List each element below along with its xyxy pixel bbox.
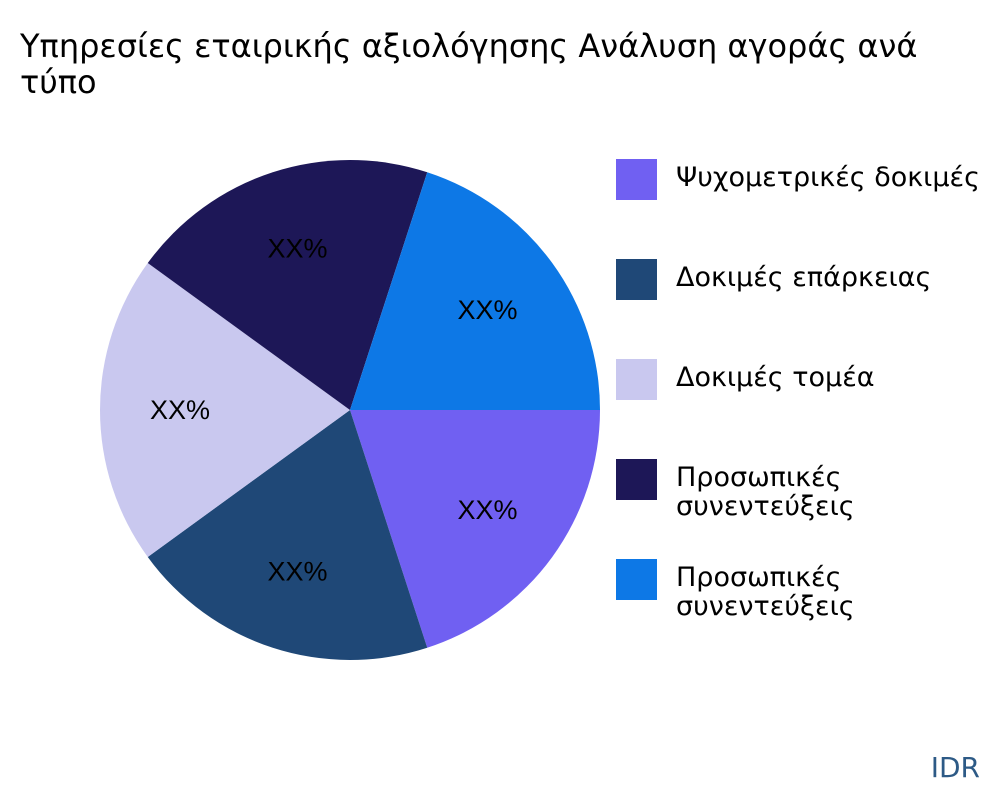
legend-item: Προσωπικές συνεντεύξεις	[616, 459, 1000, 559]
slice-label: XX%	[267, 557, 327, 587]
pie-slice	[350, 410, 600, 648]
slice-label: XX%	[457, 495, 517, 525]
legend-item: Ψυχομετρικές δοκιμές	[616, 159, 1000, 259]
pie-slice	[100, 263, 350, 557]
chart-title: Υπηρεσίες εταιρικής αξιολόγησης Ανάλυση …	[20, 27, 918, 101]
legend-label: Ψυχομετρικές δοκιμές	[676, 162, 980, 193]
pie-slice	[147, 410, 428, 660]
legend: Ψυχομετρικές δοκιμές Δοκιμές επάρκειας Δοκ…	[616, 159, 1000, 659]
legend-item: Προσωπικές συνεντεύξεις	[616, 559, 1000, 659]
legend-swatch	[616, 559, 657, 600]
legend-swatch	[616, 459, 657, 500]
legend-swatch	[616, 359, 657, 400]
pie-slice	[350, 172, 600, 410]
slice-label: XX%	[457, 295, 517, 325]
legend-label: Δοκιμές τομέα	[676, 362, 875, 393]
legend-swatch	[616, 259, 657, 300]
legend-label: Δοκιμές επάρκειας	[676, 262, 932, 293]
pie-slice	[147, 160, 428, 410]
slice-label: XX%	[150, 395, 210, 425]
legend-item: Δοκιμές επάρκειας	[616, 259, 1000, 359]
legend-item: Δοκιμές τομέα	[616, 359, 1000, 459]
legend-label: Προσωπικές συνεντεύξεις	[676, 462, 855, 522]
brand-logo: IDR	[930, 751, 980, 784]
legend-label: Προσωπικές συνεντεύξεις	[676, 562, 855, 622]
legend-swatch	[616, 159, 657, 200]
slice-label: XX%	[267, 233, 327, 263]
